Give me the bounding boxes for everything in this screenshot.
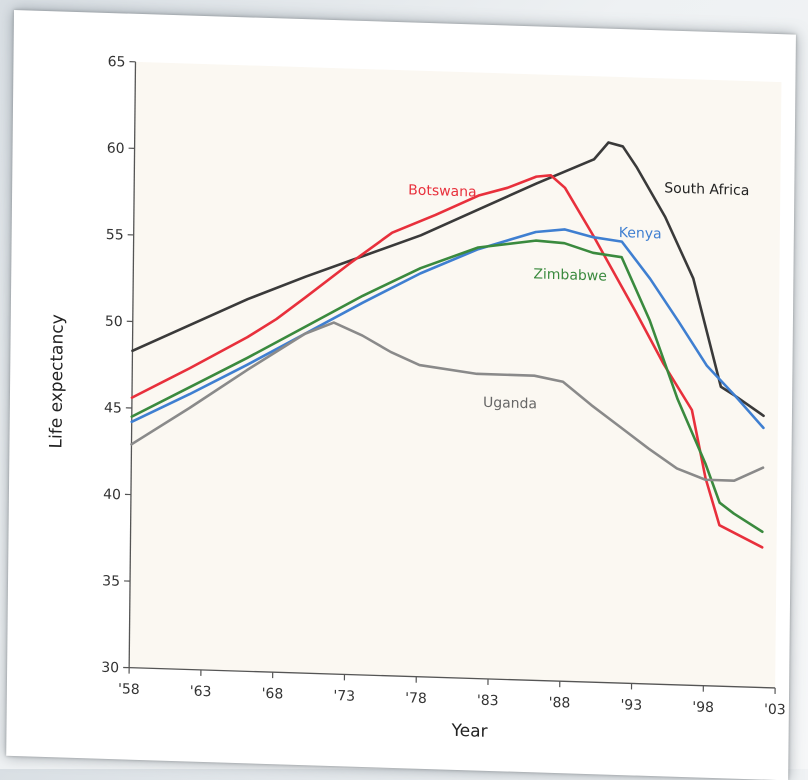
x-tick-label: '68 — [262, 686, 284, 703]
x-tick-label: '93 — [620, 697, 642, 714]
x-tick-label: '88 — [549, 695, 571, 712]
y-tick-label: 45 — [104, 400, 122, 417]
series-label-zimbabwe: Zimbabwe — [533, 266, 607, 284]
chart-card: 30 35 40 45 50 55 60 65 '58 '63 '68 '73 '78 '83 '88 '93… — [6, 10, 796, 780]
x-axis-title: Year — [450, 721, 487, 742]
x-tick-label: '83 — [477, 693, 499, 710]
x-tick-label: '98 — [692, 699, 714, 716]
x-tick-label: '78 — [405, 690, 427, 707]
y-tick-label: 50 — [105, 314, 123, 331]
x-tick-label: '63 — [190, 684, 212, 701]
line-chart: 30 35 40 45 50 55 60 65 '58 '63 '68 '73 '78 '83 '88 '93… — [6, 10, 796, 780]
series-label-kenya: Kenya — [619, 225, 662, 242]
series-label-botswana: Botswana — [408, 182, 477, 200]
y-tick-label: 65 — [108, 54, 126, 71]
y-tick-label: 60 — [107, 140, 125, 157]
series-label-uganda: Uganda — [483, 395, 537, 413]
y-tick-label: 30 — [101, 660, 119, 677]
y-tick-label: 35 — [102, 573, 120, 590]
y-tick-label: 40 — [103, 487, 121, 504]
x-tick-label: '58 — [118, 681, 140, 698]
x-tick-label: '73 — [333, 688, 355, 705]
y-axis-title: Life expectancy — [46, 314, 67, 449]
y-tick-label: 55 — [106, 227, 124, 244]
x-tick-label: '03 — [764, 702, 786, 719]
series-label-south-africa: South Africa — [664, 180, 749, 199]
